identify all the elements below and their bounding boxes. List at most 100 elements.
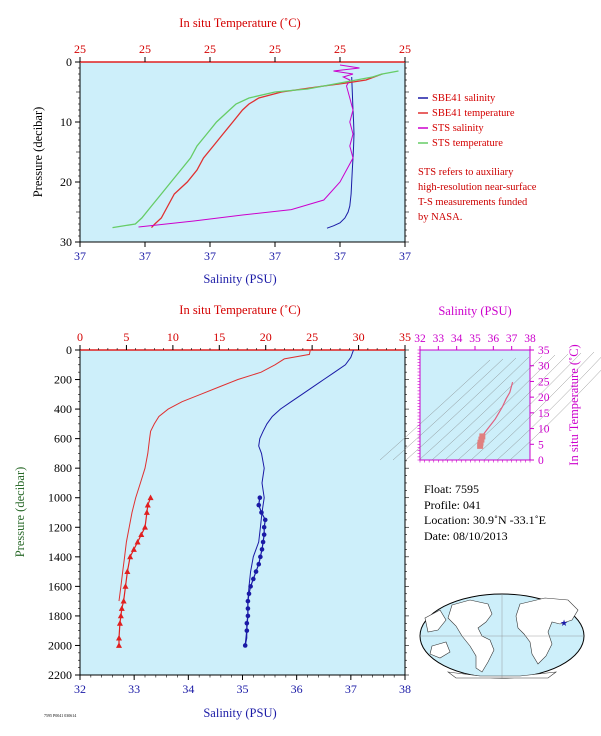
top-xtick-top-label: 25 <box>269 42 281 56</box>
top-xtick-bottom-label: 37 <box>74 249 86 263</box>
salinity-point <box>246 591 252 597</box>
bottom-chart-xlabel-bottom: Salinity (PSU) <box>203 706 276 720</box>
bottom-ytick-label: 0 <box>66 343 72 357</box>
ts-density-contours <box>379 351 601 461</box>
temperature-point <box>127 553 134 560</box>
map-continent-australia <box>429 641 451 659</box>
map-continent-antarctica <box>446 671 558 679</box>
ts-series <box>477 381 514 449</box>
bottom-xtick-top-label: 10 <box>167 330 179 344</box>
ts-xtick-label: 34 <box>451 333 463 345</box>
top-xtick-top-label: 25 <box>334 42 346 56</box>
top-chart-xlabel-top: In situ Temperature (˚C) <box>179 16 300 30</box>
salinity-point <box>261 532 267 537</box>
top-chart-xlabel-bottom: Salinity (PSU) <box>203 272 276 286</box>
bottom-chart-series <box>116 349 354 648</box>
salinity-point <box>259 547 265 552</box>
ts-ytick-label: 25 <box>538 376 550 388</box>
top-series-line-3 <box>112 70 399 229</box>
ts-density-isoline <box>444 354 556 461</box>
top-xtick-bottom-label: 37 <box>334 249 346 263</box>
bottom-xtick-top-label: 30 <box>353 330 365 344</box>
ts-xtick-label: 32 <box>414 333 426 345</box>
ts-xtick-label: 33 <box>433 333 445 345</box>
map-continent-eurasia-africa <box>515 597 579 665</box>
ts-ylabel-right: In situ Temperature (˚C) <box>567 344 581 465</box>
sts-note-line-4: by NASA. <box>418 212 463 223</box>
ts-density-isoline <box>470 352 582 461</box>
legend-sts-temperature: STS temperature <box>432 138 503 149</box>
bottom-chart: 0 5 10 15 20 25 30 35 32 33 34 35 36 37 38 0 200 400 600 80… <box>13 303 411 720</box>
bottom-ytick-label: 1200 <box>48 520 72 534</box>
salinity-point <box>245 606 251 611</box>
ts-ytick-label: 35 <box>538 345 550 357</box>
top-xtick-bottom-label: 37 <box>139 249 151 263</box>
top-series-line-2 <box>138 64 360 228</box>
bottom-xtick-bottom-label: 36 <box>291 682 303 696</box>
temperature-point <box>116 642 122 648</box>
ts-density-isoline <box>405 357 517 461</box>
sts-note-line-2: high-resolution near-surface <box>418 182 537 193</box>
bottom-xtick-top-label: 15 <box>213 330 225 344</box>
ts-xtick-label: 36 <box>488 333 500 345</box>
salinity-point <box>245 613 251 619</box>
temperature-point <box>122 583 129 589</box>
bottom-temperature-line <box>118 349 311 602</box>
salinity-point <box>256 502 262 508</box>
bottom-ytick-label: 1400 <box>48 550 72 564</box>
bottom-temperature-deep-line <box>118 497 152 646</box>
top-chart: 25 25 25 25 25 25 37 37 37 37 37 37 0 10 20 30 In situ … <box>31 16 411 286</box>
top-plot-area <box>79 61 406 243</box>
salinity-point <box>257 495 263 501</box>
ts-deep-point <box>479 433 486 440</box>
ts-plot-area <box>419 349 531 461</box>
top-ytick-label: 20 <box>60 175 72 189</box>
temperature-point <box>116 620 123 626</box>
bottom-xtick-bottom-label: 37 <box>345 682 357 696</box>
ts-density-isoline <box>483 351 595 461</box>
top-xtick-bottom-label: 37 <box>399 249 411 263</box>
salinity-point <box>244 620 250 626</box>
temperature-point <box>134 538 141 545</box>
top-chart-series <box>112 64 399 229</box>
bottom-chart-xlabel-top: In situ Temperature (˚C) <box>179 303 300 317</box>
bottom-ytick-label: 2200 <box>48 668 72 682</box>
ts-ytick-label: 15 <box>538 408 550 420</box>
world-map: ★ <box>419 593 585 679</box>
bottom-xtick-top-label: 0 <box>77 330 83 344</box>
bottom-ytick-label: 600 <box>54 432 72 446</box>
temperature-point <box>120 597 127 604</box>
salinity-point <box>258 554 263 560</box>
temperature-point <box>130 546 137 552</box>
ts-density-isoline <box>457 353 569 461</box>
salinity-point <box>245 598 251 604</box>
bottom-ytick-label: 1000 <box>48 491 72 505</box>
top-ytick-label: 10 <box>60 115 72 129</box>
bottom-ytick-label: 800 <box>54 461 72 475</box>
temperature-point <box>147 494 154 501</box>
salinity-point <box>259 510 264 515</box>
ts-inset: 32 33 34 35 36 37 38 0 5 10 15 20 25 30 35 Salinity (P… <box>379 304 601 467</box>
bottom-xtick-top-label: 5 <box>123 330 129 344</box>
ts-ytick-label: 20 <box>538 392 550 404</box>
temperature-point <box>124 568 131 574</box>
top-series-line-0 <box>326 76 355 229</box>
bottom-xtick-top-label: 25 <box>306 330 318 344</box>
legend-sbe41-temperature: SBE41 temperature <box>432 108 515 119</box>
salinity-point <box>253 569 259 574</box>
ts-density-isoline <box>431 355 543 461</box>
top-xtick-bottom-label: 37 <box>204 249 216 263</box>
bottom-xtick-bottom-label: 32 <box>74 682 86 696</box>
salinity-point <box>262 517 268 523</box>
footer-id: 7595 P0041 030614 <box>44 713 77 718</box>
legend-sts-salinity: STS salinity <box>432 123 484 134</box>
temperature-point <box>142 524 148 530</box>
salinity-point <box>244 628 250 633</box>
bottom-xtick-top-label: 20 <box>260 330 272 344</box>
ts-density-isoline <box>509 369 601 461</box>
temperature-point <box>118 605 125 611</box>
ts-xtick-label: 35 <box>469 333 481 345</box>
ts-deep-point <box>478 436 485 443</box>
temperature-point <box>116 634 122 641</box>
